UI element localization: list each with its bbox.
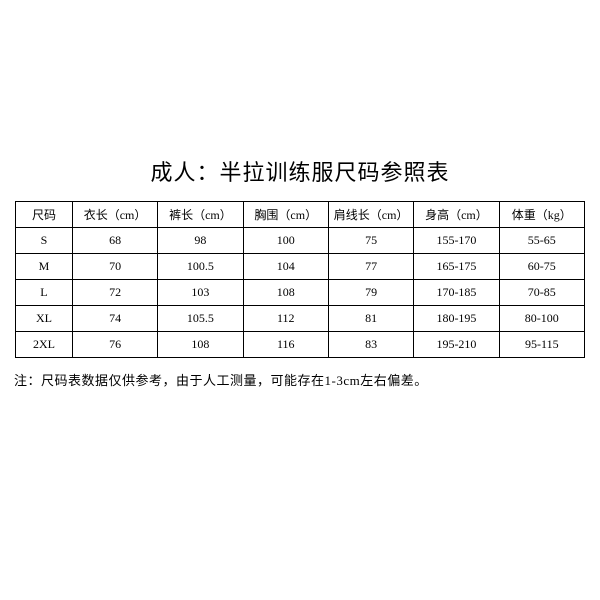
cell: 74 [72,306,157,332]
cell: 70-85 [499,280,584,306]
cell: 76 [72,332,157,358]
cell: 170-185 [414,280,499,306]
table-row: 2XL 76 108 116 83 195-210 95-115 [16,332,585,358]
chart-title: 成人：半拉训练服尺码参照表 [0,155,600,187]
cell: XL [16,306,73,332]
cell: 105.5 [158,306,243,332]
cell: L [16,280,73,306]
cell: 72 [72,280,157,306]
cell: 2XL [16,332,73,358]
size-chart-container: 成人：半拉训练服尺码参照表 尺码 衣长（cm） 裤长（cm） 胸围（cm） 肩线… [0,155,600,389]
col-header: 胸围（cm） [243,202,328,228]
cell: 83 [328,332,413,358]
cell: 95-115 [499,332,584,358]
cell: 81 [328,306,413,332]
cell: 112 [243,306,328,332]
cell: S [16,228,73,254]
table-row: L 72 103 108 79 170-185 70-85 [16,280,585,306]
table-row: XL 74 105.5 112 81 180-195 80-100 [16,306,585,332]
col-header: 尺码 [16,202,73,228]
cell: 68 [72,228,157,254]
cell: 108 [243,280,328,306]
footer-note: 注：尺码表数据仅供参考，由于人工测量，可能存在1-3cm左右偏差。 [14,370,600,389]
table-row: M 70 100.5 104 77 165-175 60-75 [16,254,585,280]
cell: 75 [328,228,413,254]
size-table: 尺码 衣长（cm） 裤长（cm） 胸围（cm） 肩线长（cm） 身高（cm） 体… [15,201,585,358]
col-header: 肩线长（cm） [328,202,413,228]
col-header: 体重（kg） [499,202,584,228]
cell: 180-195 [414,306,499,332]
col-header: 裤长（cm） [158,202,243,228]
cell: 55-65 [499,228,584,254]
cell: 79 [328,280,413,306]
cell: 108 [158,332,243,358]
cell: M [16,254,73,280]
cell: 80-100 [499,306,584,332]
cell: 104 [243,254,328,280]
cell: 60-75 [499,254,584,280]
col-header: 身高（cm） [414,202,499,228]
cell: 100 [243,228,328,254]
cell: 116 [243,332,328,358]
table-header-row: 尺码 衣长（cm） 裤长（cm） 胸围（cm） 肩线长（cm） 身高（cm） 体… [16,202,585,228]
cell: 155-170 [414,228,499,254]
cell: 195-210 [414,332,499,358]
cell: 165-175 [414,254,499,280]
col-header: 衣长（cm） [72,202,157,228]
cell: 98 [158,228,243,254]
cell: 70 [72,254,157,280]
table-row: S 68 98 100 75 155-170 55-65 [16,228,585,254]
cell: 103 [158,280,243,306]
cell: 77 [328,254,413,280]
cell: 100.5 [158,254,243,280]
